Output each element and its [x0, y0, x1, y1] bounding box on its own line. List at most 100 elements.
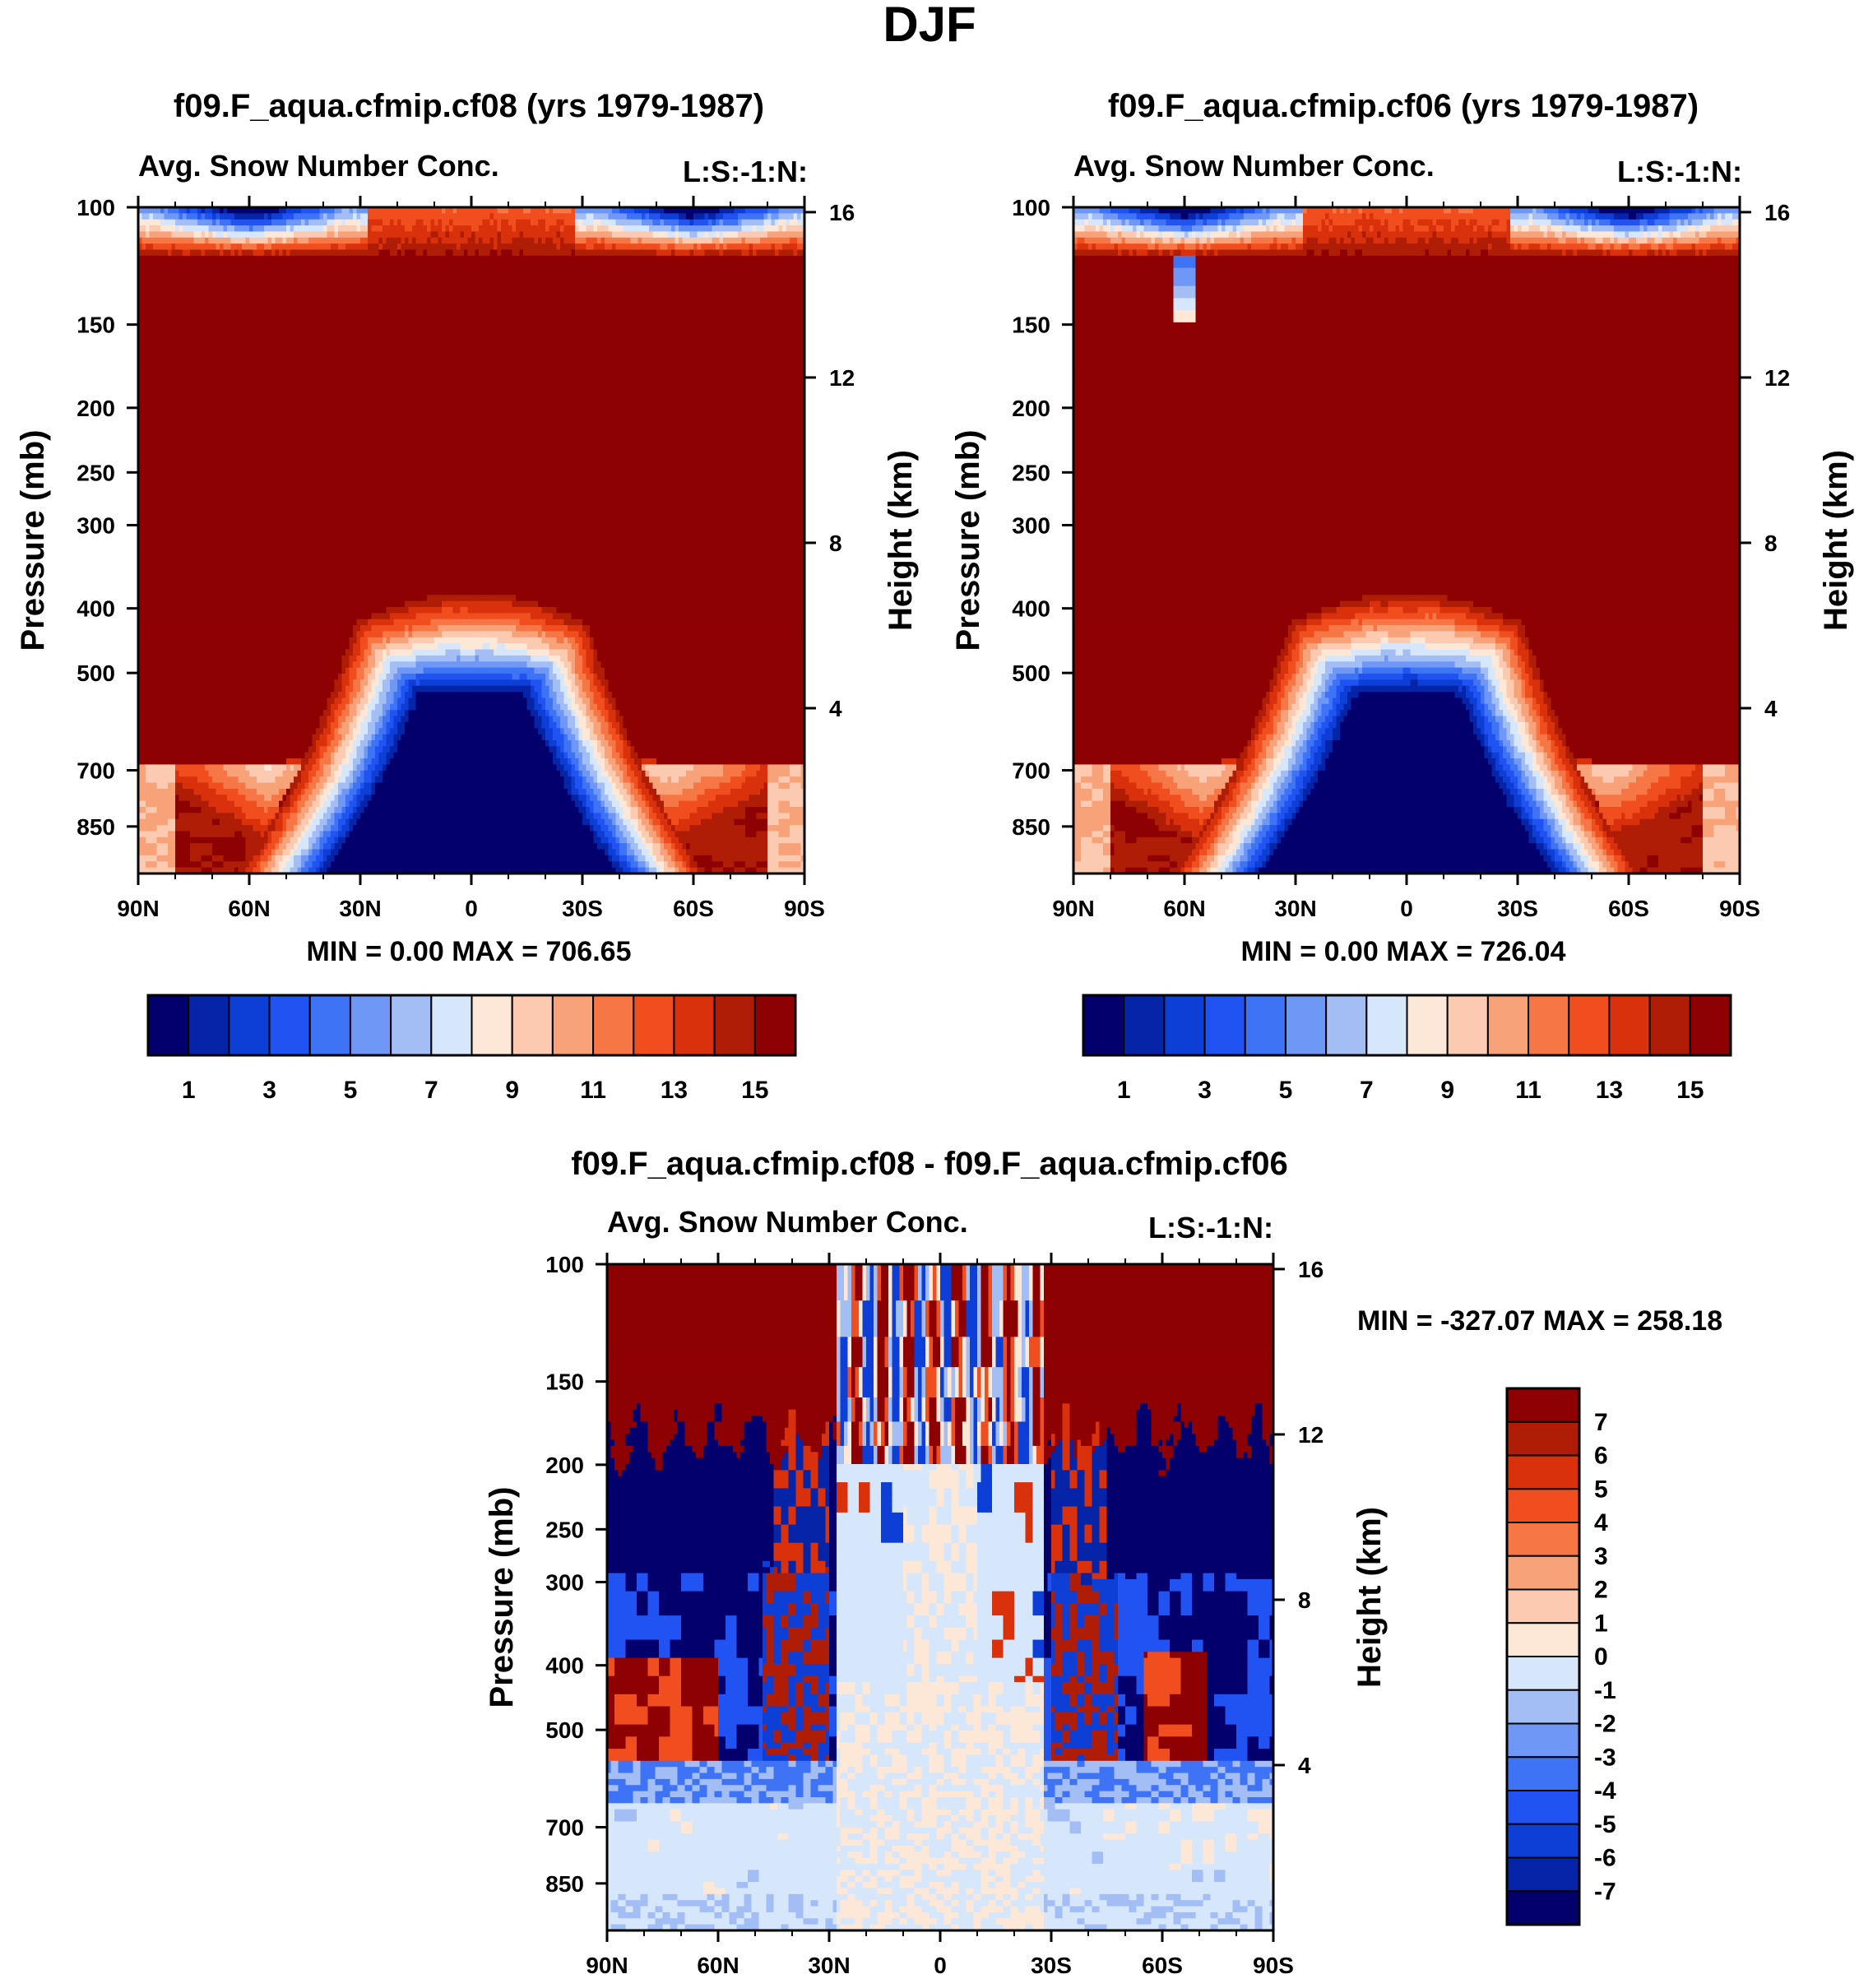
field-cell: [427, 268, 431, 275]
field-cell: [253, 286, 257, 293]
field-cell: [157, 220, 161, 226]
field-cell: [461, 268, 465, 275]
field-cell: [794, 298, 798, 304]
field-cell: [372, 286, 376, 293]
field-cell: [794, 250, 798, 257]
field-cell: [175, 231, 179, 238]
field-cell: [323, 280, 327, 286]
field-cell: [753, 256, 757, 262]
field-cell: [224, 256, 228, 262]
field-cell: [498, 225, 502, 232]
field-cell: [179, 268, 183, 275]
field-cell: [382, 298, 387, 304]
field-cell: [782, 280, 786, 286]
field-cell: [664, 262, 668, 268]
field-cell: [553, 274, 557, 280]
field-cell: [490, 213, 494, 220]
field-cell: [409, 250, 413, 257]
field-cell: [438, 280, 443, 286]
field-cell: [601, 243, 605, 250]
field-cell: [516, 225, 520, 232]
field-cell: [649, 304, 653, 311]
field-cell: [264, 304, 268, 311]
field-cell: [246, 231, 250, 238]
field-cell: [268, 310, 272, 317]
field-cell: [202, 238, 206, 244]
field-cell: [757, 243, 761, 250]
field-cell: [568, 262, 572, 268]
field-cell: [545, 286, 549, 293]
field-cell: [486, 243, 490, 250]
field-cell: [727, 225, 731, 232]
field-cell: [187, 286, 191, 293]
field-cell: [712, 243, 716, 250]
field-cell: [279, 243, 283, 250]
field-cell: [594, 262, 598, 268]
field-cell: [446, 304, 450, 311]
field-cell: [301, 292, 305, 299]
field-cell: [449, 256, 453, 262]
field-cell: [316, 274, 320, 280]
field-cell: [457, 298, 461, 304]
field-cell: [664, 274, 668, 280]
field-cell: [416, 286, 420, 293]
field-cell: [276, 220, 280, 226]
field-cell: [246, 213, 250, 220]
field-cell: [579, 225, 583, 232]
field-cell: [409, 238, 413, 244]
field-cell: [483, 304, 487, 311]
field-cell: [168, 292, 172, 299]
field-cell: [661, 298, 665, 304]
field-cell: [553, 256, 557, 262]
field-cell: [520, 231, 524, 238]
field-cell: [290, 243, 294, 250]
field-cell: [535, 220, 539, 226]
field-cell: [664, 238, 668, 244]
field-cell: [290, 274, 294, 280]
field-cell: [394, 262, 398, 268]
field-cell: [257, 286, 261, 293]
field-cell: [649, 262, 653, 268]
field-cell: [153, 243, 157, 250]
field-cell: [579, 250, 583, 257]
field-cell: [590, 256, 594, 262]
field-cell: [508, 250, 512, 257]
field-cell: [605, 304, 609, 311]
field-cell: [742, 243, 746, 250]
field-cell: [738, 286, 742, 293]
field-cell: [338, 225, 342, 232]
field-cell: [683, 304, 687, 311]
field-cell: [745, 213, 749, 220]
field-cell: [564, 231, 568, 238]
field-cell: [331, 310, 335, 317]
field-cell: [701, 292, 705, 299]
field-cell: [790, 280, 794, 286]
field-cell: [464, 256, 468, 262]
field-cell: [372, 262, 376, 268]
field-cell: [453, 298, 457, 304]
field-cell: [261, 292, 265, 299]
field-cell: [557, 213, 561, 220]
field-cell: [579, 268, 583, 275]
field-cell: [249, 268, 253, 275]
field-cell: [239, 225, 243, 232]
field-cell: [616, 238, 620, 244]
field-cell: [420, 238, 424, 244]
field-cell: [368, 231, 372, 238]
field-cell: [464, 238, 468, 244]
field-cell: [508, 280, 512, 286]
field-cell: [716, 213, 720, 220]
field-cell: [290, 225, 294, 232]
field-cell: [335, 286, 339, 293]
field-cell: [475, 268, 480, 275]
field-cell: [449, 225, 453, 232]
field-cell: [331, 298, 335, 304]
field-cell: [535, 268, 539, 275]
field-cell: [449, 292, 453, 299]
field-cell: [412, 304, 416, 311]
field-cell: [471, 220, 475, 226]
field-cell: [401, 220, 406, 226]
field-cell: [397, 298, 401, 304]
field-cell: [520, 243, 524, 250]
field-cell: [649, 238, 653, 244]
